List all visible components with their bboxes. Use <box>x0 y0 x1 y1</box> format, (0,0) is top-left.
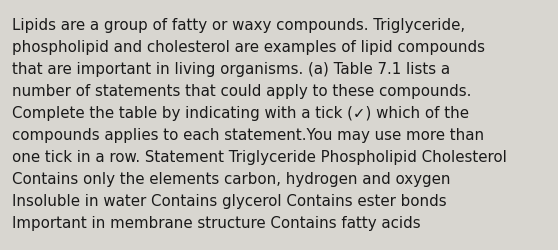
Text: that are important in living organisms. (a) Table 7.1 lists a: that are important in living organisms. … <box>12 62 450 76</box>
Text: number of statements that could apply to these compounds.: number of statements that could apply to… <box>12 84 472 98</box>
Text: Insoluble in water Contains glycerol Contains ester bonds: Insoluble in water Contains glycerol Con… <box>12 194 447 208</box>
Text: Complete the table by indicating with a tick (✓) which of the: Complete the table by indicating with a … <box>12 106 469 120</box>
Text: Important in membrane structure Contains fatty acids: Important in membrane structure Contains… <box>12 216 421 230</box>
Text: phospholipid and cholesterol are examples of lipid compounds: phospholipid and cholesterol are example… <box>12 40 485 54</box>
Text: Contains only the elements carbon, hydrogen and oxygen: Contains only the elements carbon, hydro… <box>12 172 451 186</box>
Text: one tick in a row. Statement Triglyceride Phospholipid Cholesterol: one tick in a row. Statement Triglycerid… <box>12 150 507 164</box>
Text: compounds applies to each statement.You may use more than: compounds applies to each statement.You … <box>12 128 484 142</box>
Text: Lipids are a group of fatty or waxy compounds. Triglyceride,: Lipids are a group of fatty or waxy comp… <box>12 18 465 32</box>
